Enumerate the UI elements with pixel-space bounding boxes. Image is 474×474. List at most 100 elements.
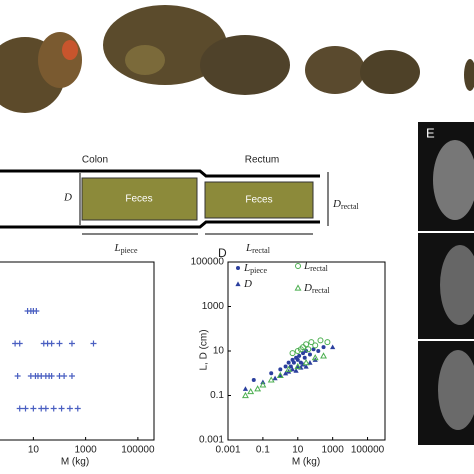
legend-sub: piece [250,266,267,275]
legend-marker [294,284,302,291]
point [303,341,310,348]
point [316,349,321,353]
point [68,373,75,379]
point [330,344,336,350]
point [48,340,55,347]
point [259,381,267,388]
point [307,352,312,357]
point [285,365,293,372]
point [267,376,275,383]
point [272,375,278,381]
y-tick-label: 0.001 [199,435,224,446]
legend-entry: Lrectal [303,260,329,273]
point [297,353,302,358]
y-tick-label: 0.1 [210,390,224,401]
y-tick-label: 100000 [191,257,225,268]
legend-entry: Drectal [303,282,330,295]
point [311,354,319,361]
mri-panel [418,122,474,445]
feces-label: Feces [245,195,272,206]
point [61,373,68,379]
point [74,405,81,412]
point [282,370,289,376]
panel-label: E [426,125,435,140]
point [283,364,288,369]
l-piece-label: Lpiece [114,242,138,255]
d-rectal-label: Drectal [332,198,359,211]
point [288,364,293,369]
point [56,340,63,347]
point [291,360,296,365]
point [289,366,296,372]
x-tick-label: 100000 [121,445,155,456]
point [301,351,306,356]
colon-label: Colon [82,155,108,166]
x-tick-label: 10 [292,445,304,456]
y-axis-label: L, D (cm) [199,329,210,370]
l-rectal-label: Lrectal [245,242,271,255]
x-tick-label: 100000 [351,445,385,456]
point [269,371,274,376]
point [312,342,319,349]
point [295,363,301,369]
point [289,350,296,357]
point [276,371,284,378]
point [251,377,256,382]
point [58,405,65,412]
legend-name: L [303,260,310,272]
y-tick-label: 10 [213,346,225,357]
point [242,386,249,391]
plot-frame [0,261,155,441]
point [305,346,312,353]
point [294,362,302,370]
x-axis-label: M (kg) [292,457,320,468]
point [277,372,283,378]
point [321,345,326,350]
point [293,368,299,373]
legend-name: D [303,282,312,294]
y-tick-label: 1000 [202,301,225,312]
point [302,355,307,360]
point [14,373,21,379]
point [16,340,23,347]
point [300,361,306,367]
panel-label: D [218,246,227,260]
legend-marker [235,281,241,287]
point [295,357,300,362]
point [66,405,73,412]
point [298,360,303,365]
legend-entry: Lpiece [243,262,267,275]
point [278,367,283,372]
point [303,363,309,369]
legend-marker [236,266,240,270]
point [90,340,97,347]
legend-marker [295,263,301,269]
point [247,387,255,395]
point [50,405,57,412]
point [68,340,75,347]
point [254,385,262,392]
legend-sub: rectal [310,264,329,273]
point [317,337,324,344]
feces-box [204,181,314,219]
point [22,405,29,412]
x-tick-label: 0.1 [256,445,270,456]
point [324,339,331,346]
x-tick-label: 10 [28,445,40,456]
feces-label: Feces [125,194,152,205]
point [30,405,37,412]
bowel-diagram [0,169,329,235]
legend-name: D [243,278,252,290]
point [42,405,49,412]
x-tick-label: 1000 [322,445,345,456]
point [33,308,40,314]
point [48,373,55,379]
feces-box [81,177,198,221]
x-tick-label: 0.001 [215,445,240,456]
x-tick-label: 1000 [75,445,98,456]
point [16,405,23,412]
legend-sub: rectal [312,286,331,295]
point [307,360,313,365]
d-label: D [63,192,72,204]
